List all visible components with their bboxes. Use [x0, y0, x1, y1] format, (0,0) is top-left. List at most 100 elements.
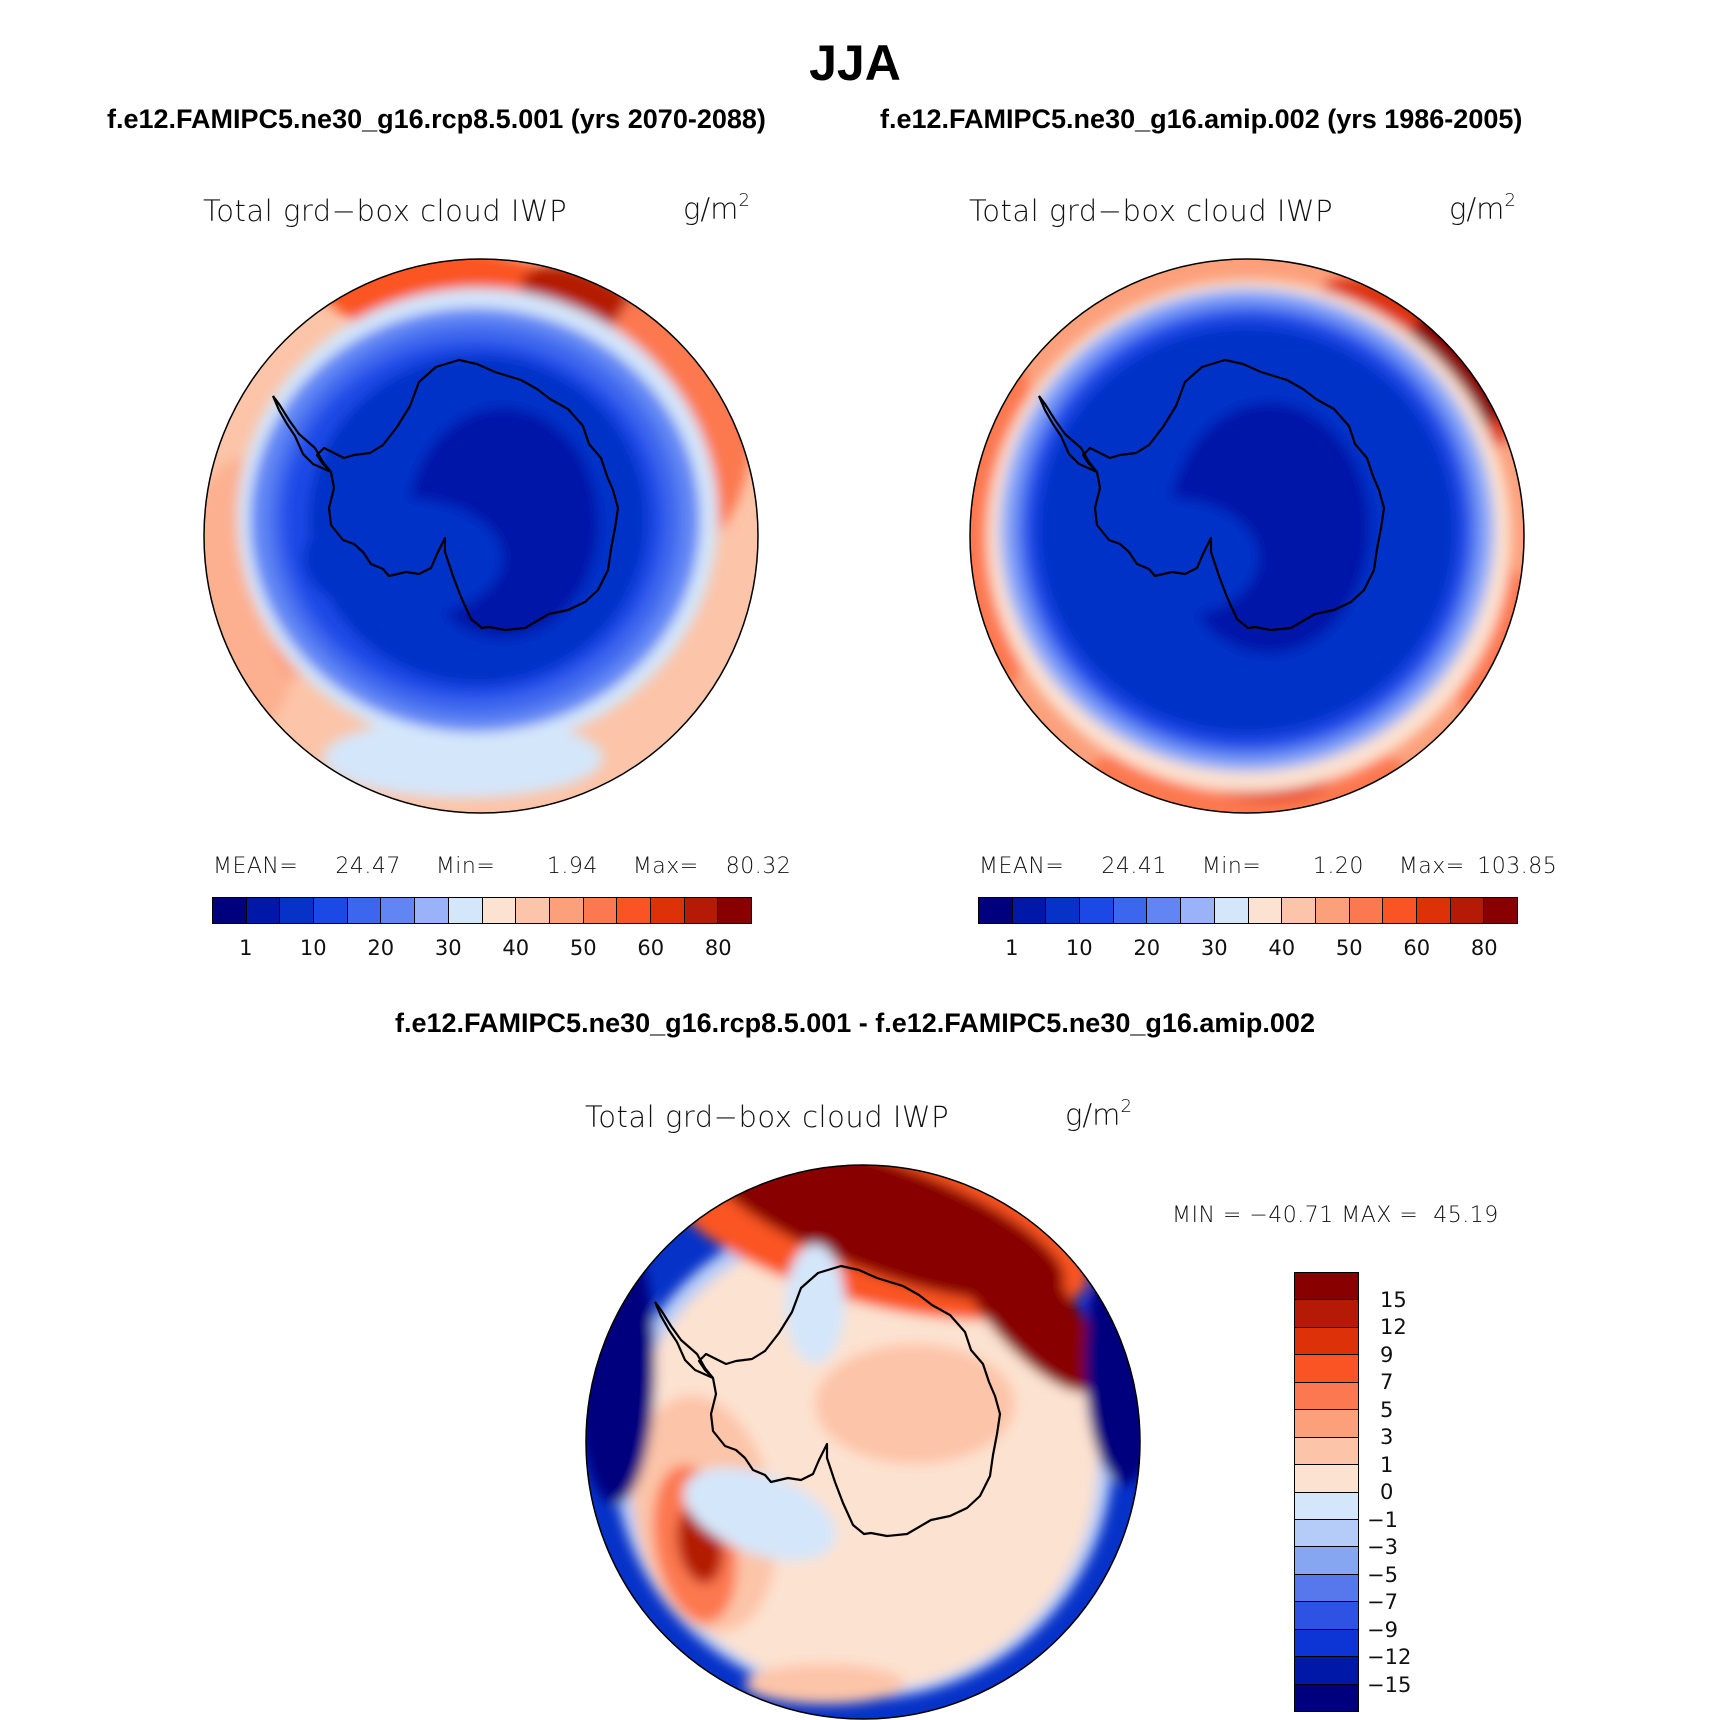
diff-variable-title: Total grd−box cloud IWP	[585, 1100, 950, 1134]
colorbar-swatch	[1383, 898, 1417, 923]
peninsula-coastline	[271, 395, 332, 474]
colorbar-tick-label: 40	[502, 936, 530, 960]
colorbar-swatch	[1295, 1382, 1358, 1411]
colorbar-swatch	[213, 898, 247, 923]
field-contour	[683, 1467, 837, 1561]
colorbar-swatch	[246, 898, 281, 923]
colorbar-swatch	[1295, 1547, 1358, 1575]
colorbar-swatch	[1113, 898, 1148, 923]
colorbar-swatch	[650, 898, 685, 923]
colorbar-swatch	[1295, 1492, 1358, 1520]
diff-units: g/m2	[1065, 1096, 1132, 1132]
colorbar-swatch	[1295, 1629, 1358, 1658]
colorbar-swatch	[516, 898, 550, 923]
colorbar-swatch	[583, 898, 618, 923]
colorbar-tick-label: 1	[1005, 936, 1019, 960]
diff-map	[585, 1164, 1141, 1720]
colorbar-tick-label: 5	[1380, 1397, 1394, 1422]
diff-units-base: g/m	[1065, 1098, 1121, 1132]
colorbar-swatch	[549, 898, 584, 923]
colorbar-tick-label: 1	[239, 936, 253, 960]
colorbar-swatch	[1181, 898, 1215, 923]
colorbar-swatch	[1484, 898, 1517, 923]
panel1-max-label: Max=	[632, 854, 699, 879]
panel2-header: f.e12.FAMIPC5.ne30_g16.amip.002 (yrs 198…	[880, 104, 1523, 134]
colorbar-swatch	[1349, 898, 1384, 923]
colorbar-tick-label: 0	[1380, 1480, 1394, 1504]
map-field	[204, 259, 758, 813]
field-contour	[745, 1664, 905, 1704]
panel1-header: f.e12.FAMIPC5.ne30_g16.rcp8.5.001 (yrs 2…	[107, 104, 766, 134]
map-field	[586, 1165, 1140, 1719]
colorbar-tick-label: 30	[434, 936, 462, 960]
colorbar-tick-label: 10	[299, 936, 327, 960]
colorbar-swatch	[1315, 898, 1350, 923]
diff-header: f.e12.FAMIPC5.ne30_g16.rcp8.5.001 - f.e1…	[395, 1008, 1315, 1038]
panel1-variable-title: Total grd−box cloud IWP	[203, 194, 568, 228]
panel2-units-base: g/m	[1449, 192, 1505, 226]
peninsula-coastline	[1037, 395, 1098, 474]
panel2-map	[969, 258, 1525, 814]
panel1-mean-value: 24.47	[335, 854, 401, 879]
colorbar-swatch	[718, 898, 751, 923]
panel1-colorbar	[212, 897, 752, 924]
peninsula-coastline	[653, 1301, 714, 1380]
colorbar-swatch	[617, 898, 651, 923]
colorbar-swatch	[1012, 898, 1047, 923]
diff-minmax: MIN = −40.71 MAX = 45.19	[1172, 1203, 1499, 1228]
colorbar-swatch	[1295, 1657, 1358, 1685]
field-contour	[1085, 1244, 1140, 1484]
colorbar-swatch	[1295, 1300, 1358, 1328]
colorbar-tick-label: 30	[1200, 936, 1228, 960]
colorbar-swatch	[1295, 1602, 1358, 1630]
colorbar-tick-label: 3	[1380, 1425, 1394, 1449]
colorbar-swatch	[1450, 898, 1485, 923]
diff-units-exponent: 2	[1120, 1096, 1132, 1118]
panel2-mean-value: 24.41	[1101, 854, 1167, 879]
colorbar-tick-label: −7	[1367, 1590, 1398, 1614]
colorbar-swatch	[314, 898, 348, 923]
colorbar-tick-label: −3	[1367, 1535, 1398, 1559]
colorbar-swatch	[1295, 1437, 1358, 1466]
colorbar-tick-label: 40	[1268, 936, 1296, 960]
antarctica-coastline	[315, 358, 620, 632]
map-field	[970, 259, 1524, 813]
panel1-map	[203, 258, 759, 814]
colorbar-swatch	[1046, 898, 1081, 923]
panel2-max-label: Max=	[1398, 854, 1465, 879]
colorbar-swatch	[1147, 898, 1182, 923]
colorbar-swatch	[1295, 1273, 1358, 1301]
panel1-min-label: Min=	[435, 854, 496, 879]
antarctica-coastline	[697, 1264, 1002, 1538]
colorbar-tick-label: 60	[1403, 936, 1431, 960]
diff-colorbar	[1294, 1272, 1359, 1712]
colorbar-tick-label: 50	[1335, 936, 1363, 960]
colorbar-tick-label: 20	[367, 936, 395, 960]
colorbar-tick-label: −12	[1367, 1645, 1412, 1669]
colorbar-tick-label: −9	[1367, 1617, 1398, 1642]
colorbar-swatch	[1295, 1355, 1358, 1383]
panel2-units: g/m2	[1449, 190, 1516, 226]
colorbar-tick-label: 10	[1065, 936, 1093, 960]
colorbar-tick-label: 15	[1380, 1287, 1407, 1312]
colorbar-swatch	[347, 898, 382, 923]
panel1-max-value: 80.32	[725, 854, 792, 879]
colorbar-tick-label: 50	[569, 936, 597, 960]
panel1-mean-label: MEAN=	[213, 854, 299, 879]
colorbar-swatch	[1295, 1519, 1358, 1548]
colorbar-swatch	[684, 898, 719, 923]
panel2-variable-title: Total grd−box cloud IWP	[969, 194, 1334, 228]
colorbar-swatch	[1295, 1410, 1358, 1438]
colorbar-tick-label: 1	[1380, 1452, 1394, 1477]
colorbar-swatch	[482, 898, 517, 923]
panel2-min-label: Min=	[1201, 854, 1262, 879]
field-contour	[303, 498, 503, 618]
colorbar-tick-label: −1	[1367, 1507, 1398, 1532]
panel2-mean-label: MEAN=	[979, 854, 1065, 879]
colorbar-swatch	[1295, 1684, 1358, 1711]
colorbar-swatch	[1295, 1465, 1358, 1493]
panel2-max-value: 103.85	[1477, 854, 1558, 879]
colorbar-swatch	[979, 898, 1013, 923]
antarctica-coastline	[1081, 358, 1386, 632]
colorbar-tick-label: 80	[1470, 936, 1498, 960]
